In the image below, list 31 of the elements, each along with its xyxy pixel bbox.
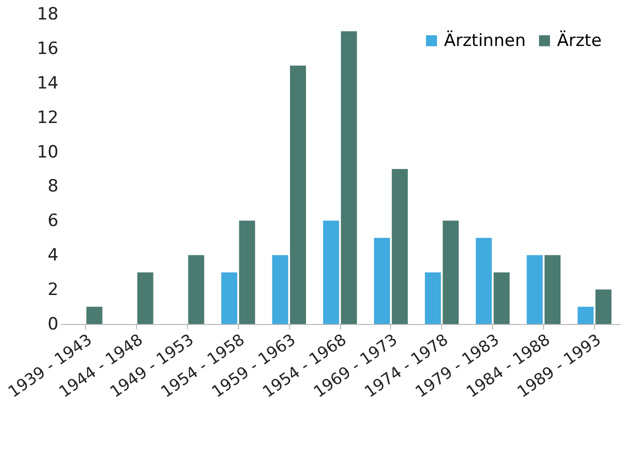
y-tick-label: 16 — [36, 38, 58, 59]
bar — [595, 290, 612, 324]
legend-label: Ärztinnen — [444, 30, 526, 51]
bar — [442, 220, 459, 324]
bar — [340, 31, 357, 324]
bar — [290, 66, 306, 324]
y-tick-label: 2 — [48, 280, 58, 300]
legend-label: Ärzte — [557, 30, 602, 51]
bar — [494, 272, 510, 324]
bar — [578, 306, 594, 324]
bar — [526, 255, 543, 324]
y-tick-label: 0 — [48, 314, 58, 334]
bar — [137, 272, 154, 324]
y-tick-label: 18 — [36, 4, 58, 24]
y-tick-label: 14 — [36, 73, 58, 94]
bar — [392, 169, 408, 324]
y-tick-label: 4 — [48, 246, 58, 266]
bar — [188, 255, 204, 324]
bar — [476, 238, 492, 324]
bar — [374, 238, 390, 324]
bar — [221, 272, 238, 324]
y-tick-label: 12 — [36, 108, 58, 128]
bar — [272, 255, 288, 324]
bar — [424, 272, 441, 324]
y-tick-label: 6 — [48, 211, 58, 232]
y-tick-label: 8 — [48, 176, 58, 197]
bar — [86, 306, 102, 324]
bar — [544, 255, 561, 324]
y-tick-label: 10 — [36, 142, 58, 162]
bar — [323, 220, 340, 324]
bar — [239, 220, 256, 324]
